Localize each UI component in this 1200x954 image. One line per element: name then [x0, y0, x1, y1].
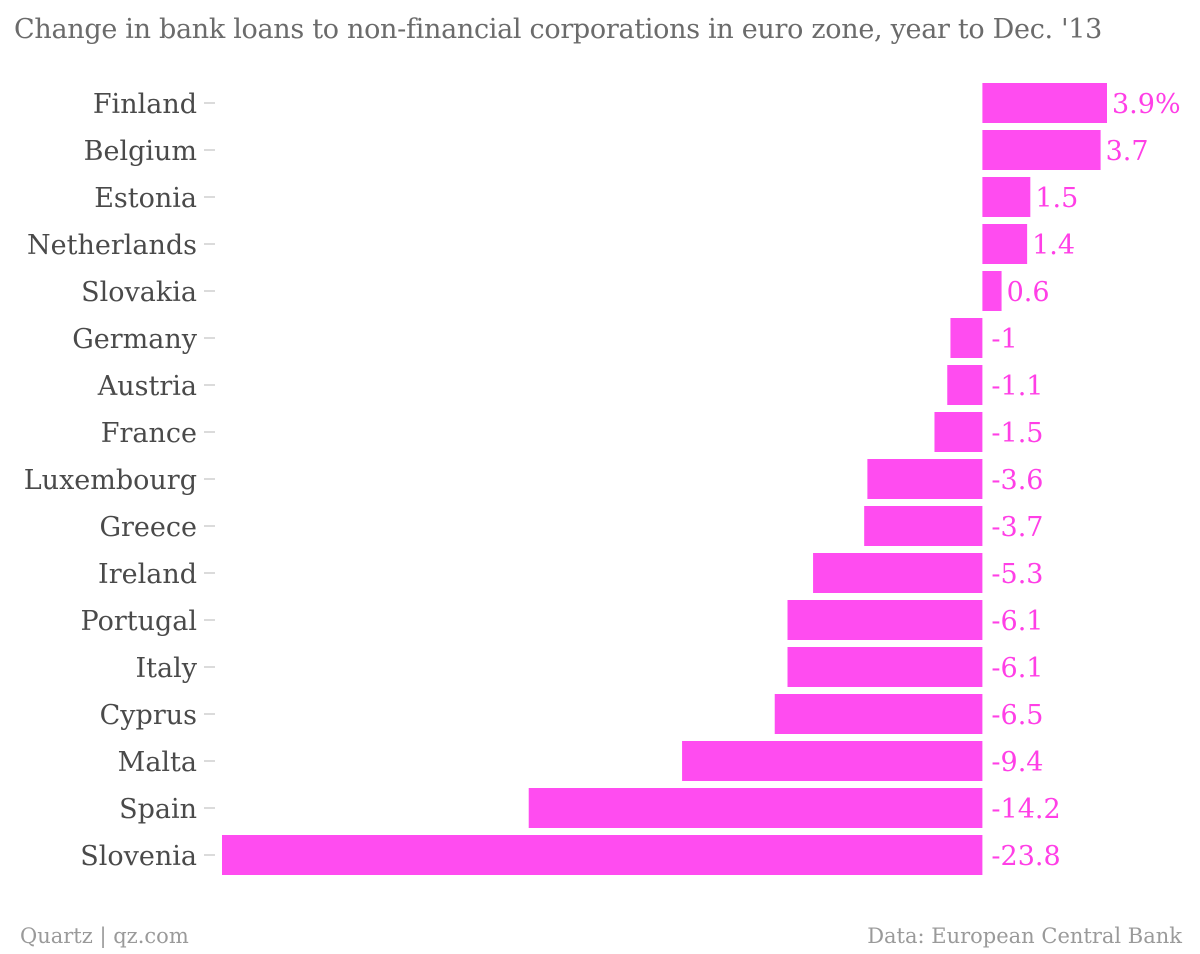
data-source: Data: European Central Bank [867, 924, 1182, 948]
category-label: Belgium [84, 136, 197, 167]
data-label: 1.5 [1035, 183, 1078, 214]
category-label: Luxembourg [24, 465, 197, 496]
category-label: Estonia [94, 183, 197, 214]
data-label: -6.1 [991, 653, 1043, 684]
category-label: Malta [118, 747, 197, 778]
category-label: Slovakia [81, 277, 197, 308]
bar [982, 83, 1107, 123]
data-label: -6.1 [991, 606, 1043, 637]
data-label: -23.8 [991, 841, 1060, 872]
bar [528, 788, 983, 828]
category-label: France [101, 418, 197, 449]
category-label: Finland [93, 89, 197, 120]
data-label: -1 [991, 324, 1017, 355]
data-label: -1.1 [991, 371, 1043, 402]
chart-title: Change in bank loans to non-financial co… [14, 14, 1102, 45]
bar [947, 365, 983, 405]
category-label: Slovenia [80, 841, 197, 872]
bar [774, 694, 983, 734]
data-label: -3.7 [991, 512, 1043, 543]
bar [787, 600, 983, 640]
bar [222, 835, 983, 875]
bar [813, 553, 983, 593]
data-label: 1.4 [1032, 230, 1075, 261]
data-label: -9.4 [991, 747, 1043, 778]
bar [950, 318, 983, 358]
bar [867, 459, 983, 499]
category-label: Spain [119, 794, 197, 825]
bar [787, 647, 983, 687]
category-label: Portugal [81, 606, 198, 637]
data-label: -6.5 [991, 700, 1043, 731]
data-label: 0.6 [1007, 277, 1050, 308]
data-label: -14.2 [991, 794, 1060, 825]
bar [982, 130, 1101, 170]
bar [982, 177, 1031, 217]
category-label: Germany [72, 324, 198, 355]
bar [682, 741, 983, 781]
bar [982, 271, 1002, 311]
data-label: 3.7 [1106, 136, 1149, 167]
category-label: Netherlands [27, 230, 197, 261]
data-label: 3.9% [1112, 89, 1181, 120]
data-label: -3.6 [991, 465, 1043, 496]
bar [982, 224, 1028, 264]
category-label: Italy [135, 653, 197, 684]
category-label: Ireland [98, 559, 197, 590]
category-label: Greece [99, 512, 197, 543]
bar [934, 412, 983, 452]
source-credit: Quartz | qz.com [20, 924, 189, 948]
category-label: Austria [97, 371, 197, 402]
data-label: -5.3 [991, 559, 1043, 590]
category-label: Cyprus [100, 700, 197, 731]
bar [864, 506, 983, 546]
data-label: -1.5 [991, 418, 1043, 449]
